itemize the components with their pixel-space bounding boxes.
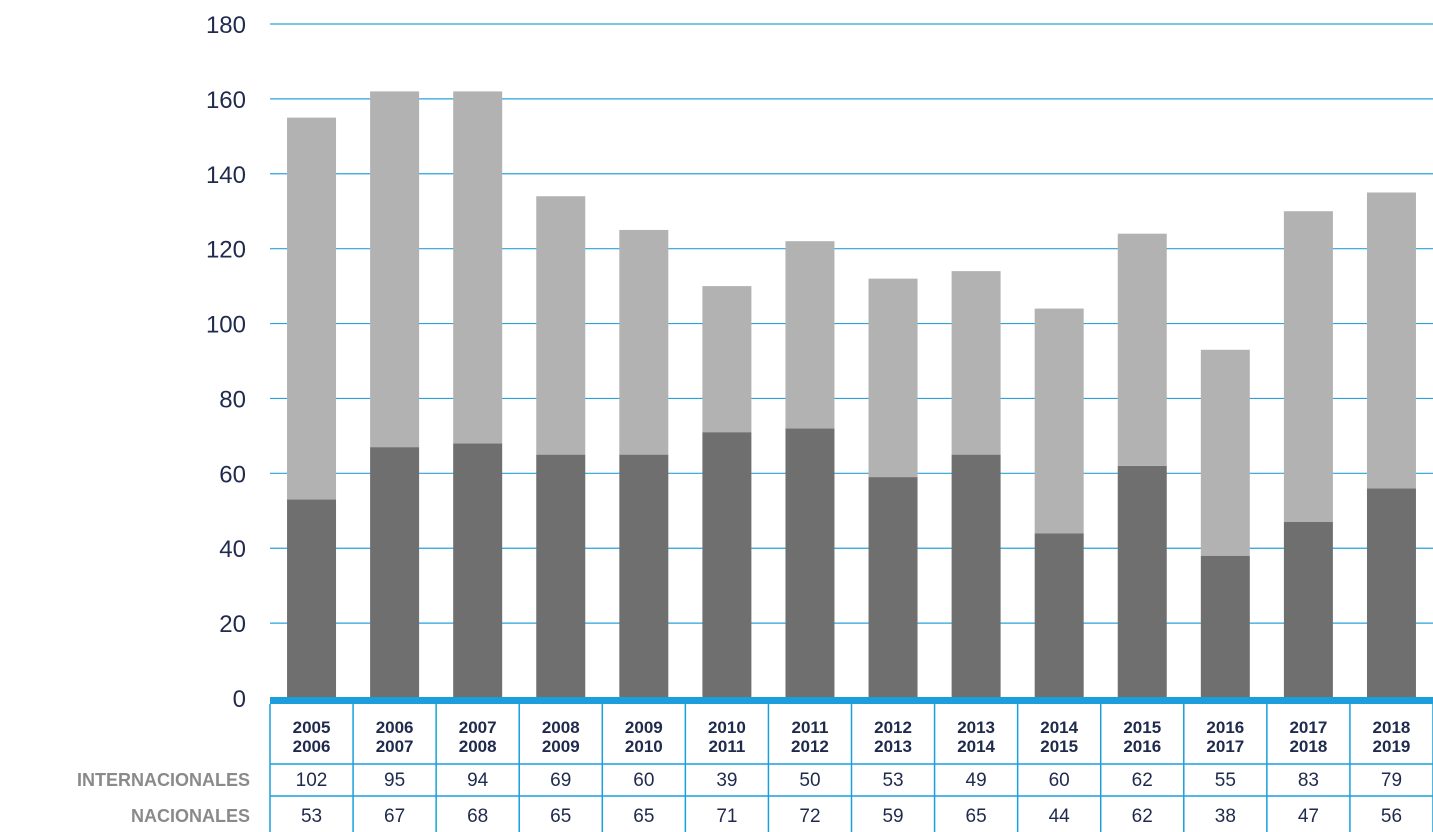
x-tick-label: 2014	[1040, 718, 1078, 737]
table-cell-value: 67	[384, 806, 405, 827]
bar-nacionales	[785, 428, 835, 698]
bar-nacionales	[453, 443, 503, 698]
table-cell-value: 59	[882, 806, 903, 827]
bar-internacionales	[951, 271, 1001, 455]
table-cell-value: 60	[633, 770, 654, 791]
bar-nacionales	[1034, 533, 1084, 698]
y-tick-label: 0	[233, 686, 246, 713]
table-cell-value: 47	[1298, 806, 1319, 827]
table-cell-value: 56	[1381, 806, 1402, 827]
bar-nacionales	[1200, 555, 1250, 698]
bar-internacionales	[1200, 349, 1250, 556]
table-cell-value: 53	[301, 806, 322, 827]
table-cell-value: 83	[1298, 770, 1319, 791]
table-cell-value: 65	[550, 806, 571, 827]
bar-internacionales	[1117, 233, 1167, 466]
bar-internacionales	[287, 117, 337, 500]
x-tick-label: 2017	[1206, 737, 1244, 756]
table-cell-value: 65	[966, 806, 987, 827]
bar-internacionales	[1283, 211, 1333, 523]
y-tick-label: 80	[219, 386, 246, 413]
x-tick-label: 2010	[708, 718, 746, 737]
x-tick-label: 2015	[1040, 737, 1078, 756]
table-cell-value: 79	[1381, 770, 1402, 791]
table-row-label: INTERNACIONALES	[77, 770, 250, 790]
x-tick-label: 2015	[1123, 718, 1161, 737]
x-tick-label: 2016	[1206, 718, 1244, 737]
x-tick-label: 2017	[1289, 718, 1327, 737]
x-tick-label: 2018	[1373, 718, 1411, 737]
table-cell-value: 65	[633, 806, 654, 827]
table-cell-value: 95	[384, 770, 405, 791]
bar-nacionales	[702, 432, 752, 698]
x-tick-label: 2008	[542, 718, 580, 737]
x-tick-label: 2016	[1123, 737, 1161, 756]
y-tick-label: 160	[206, 87, 246, 114]
x-tick-label: 2012	[874, 718, 912, 737]
x-tick-label: 2007	[376, 737, 414, 756]
y-tick-label: 120	[206, 237, 246, 264]
bar-internacionales	[453, 91, 503, 444]
y-tick-label: 180	[206, 12, 246, 39]
table-cell-value: 53	[882, 770, 903, 791]
table-cell-value: 62	[1132, 770, 1153, 791]
bar-nacionales	[287, 499, 337, 698]
table-cell-value: 39	[716, 770, 737, 791]
x-tick-label: 2011	[792, 718, 829, 737]
y-tick-label: 40	[219, 536, 246, 563]
bar-nacionales	[868, 477, 918, 698]
x-tick-label: 2013	[957, 718, 995, 737]
table-cell-value: 69	[550, 770, 571, 791]
table-cell-value: 94	[467, 770, 489, 791]
x-tick-label: 2012	[791, 737, 829, 756]
table-cell-value: 72	[799, 806, 820, 827]
x-tick-label: 2009	[625, 718, 663, 737]
table-cell-value: 38	[1215, 806, 1236, 827]
bar-internacionales	[868, 278, 918, 478]
bar-nacionales	[951, 454, 1001, 698]
table-cell-value: 71	[716, 806, 737, 827]
x-tick-label: 2019	[1373, 737, 1411, 756]
bar-nacionales	[370, 447, 420, 698]
x-tick-label: 2014	[957, 737, 995, 756]
x-tick-label: 2013	[874, 737, 912, 756]
bar-internacionales	[785, 241, 835, 429]
x-tick-label: 2007	[459, 718, 497, 737]
bar-internacionales	[1034, 308, 1084, 534]
bar-nacionales	[1366, 488, 1416, 698]
x-tick-label: 2006	[293, 737, 331, 756]
bar-nacionales	[536, 454, 586, 698]
bar-internacionales	[1366, 192, 1416, 489]
y-tick-label: 140	[206, 162, 246, 189]
table-cell-value: 62	[1132, 806, 1153, 827]
x-tick-label: 2005	[293, 718, 331, 737]
table-cell-value: 68	[467, 806, 488, 827]
table-cell-value: 49	[966, 770, 987, 791]
x-tick-label: 2018	[1289, 737, 1327, 756]
bar-internacionales	[536, 196, 586, 455]
x-tick-label: 2008	[459, 737, 497, 756]
bar-internacionales	[619, 229, 669, 455]
y-tick-label: 20	[219, 611, 246, 638]
bar-internacionales	[702, 286, 752, 433]
bar-nacionales	[1117, 465, 1167, 698]
table-cell-value: 60	[1049, 770, 1070, 791]
table-row-label: NACIONALES	[131, 806, 250, 826]
bar-internacionales	[370, 91, 420, 448]
x-tick-label: 2010	[625, 737, 663, 756]
bar-nacionales	[1283, 522, 1333, 698]
table-cell-value: 50	[799, 770, 820, 791]
table-cell-value: 102	[296, 770, 328, 791]
x-tick-label: 2009	[542, 737, 580, 756]
y-tick-label: 60	[219, 461, 246, 488]
y-tick-label: 100	[206, 312, 246, 339]
table-cell-value: 44	[1049, 806, 1071, 827]
table-cell-value: 55	[1215, 770, 1236, 791]
x-tick-label: 2011	[708, 737, 745, 756]
bar-nacionales	[619, 454, 669, 698]
x-axis-line	[270, 697, 1433, 704]
x-tick-label: 2006	[376, 718, 414, 737]
